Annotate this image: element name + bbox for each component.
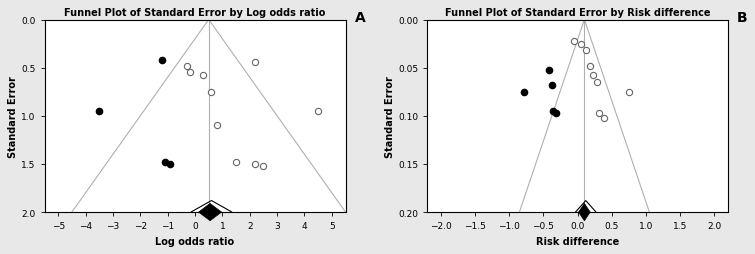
Title: Funnel Plot of Standard Error by Risk difference: Funnel Plot of Standard Error by Risk di… [445, 8, 710, 18]
Y-axis label: Standard Error: Standard Error [8, 75, 18, 157]
Text: B: B [737, 11, 747, 25]
X-axis label: Risk difference: Risk difference [536, 236, 619, 246]
Text: A: A [355, 11, 365, 25]
X-axis label: Log odds ratio: Log odds ratio [156, 236, 235, 246]
Polygon shape [578, 204, 590, 221]
Y-axis label: Standard Error: Standard Error [385, 75, 395, 157]
Title: Funnel Plot of Standard Error by Log odds ratio: Funnel Plot of Standard Error by Log odd… [64, 8, 325, 18]
Polygon shape [199, 204, 221, 221]
